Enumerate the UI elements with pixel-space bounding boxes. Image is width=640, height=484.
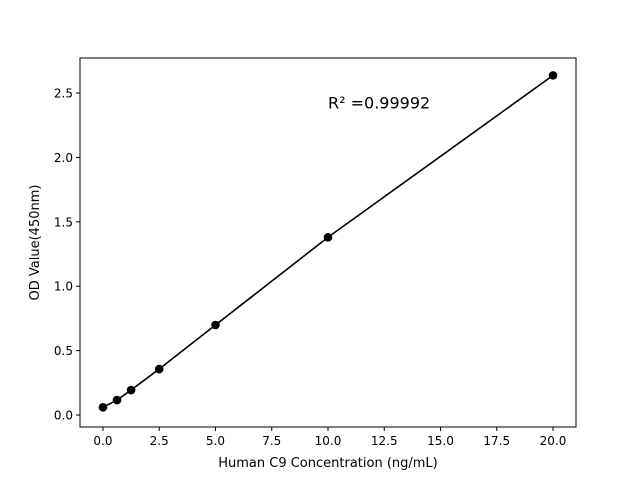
y-tick-label: 0.0 xyxy=(54,409,73,423)
data-point xyxy=(154,364,164,374)
x-tick-label: 12.5 xyxy=(371,434,398,448)
x-tick-label: 7.5 xyxy=(262,434,281,448)
data-point xyxy=(323,232,333,242)
y-tick-label: 2.5 xyxy=(54,87,73,101)
y-tick-label: 0.5 xyxy=(54,344,73,358)
y-tick-label: 1.0 xyxy=(54,280,73,294)
x-tick-label: 0.0 xyxy=(93,434,112,448)
r-squared-annotation: R² =0.99992 xyxy=(328,93,430,112)
data-point xyxy=(112,395,122,405)
x-tick-label: 5.0 xyxy=(206,434,225,448)
y-axis-label: OD Value(450nm) xyxy=(28,185,43,301)
x-axis-label: Human C9 Concentration (ng/mL) xyxy=(218,456,438,471)
y-tick-label: 2.0 xyxy=(54,151,73,165)
x-tick-label: 2.5 xyxy=(150,434,169,448)
x-tick-label: 10.0 xyxy=(315,434,342,448)
data-point xyxy=(126,385,136,395)
y-tick-label: 1.5 xyxy=(54,215,73,229)
x-tick-label: 20.0 xyxy=(540,434,567,448)
x-tick-label: 17.5 xyxy=(483,434,510,448)
data-point xyxy=(211,320,220,330)
data-point xyxy=(548,71,558,80)
x-tick-label: 15.0 xyxy=(427,434,454,448)
data-point xyxy=(98,402,108,412)
